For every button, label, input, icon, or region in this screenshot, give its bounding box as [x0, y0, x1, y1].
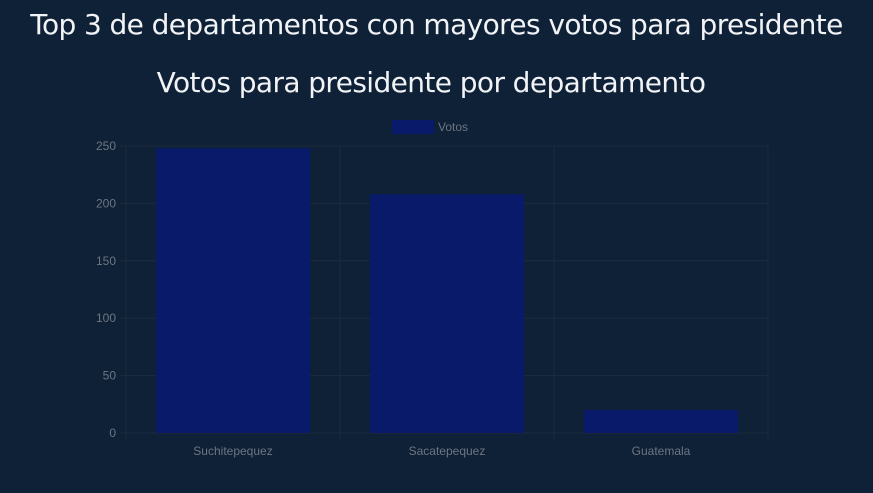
y-tick-label: 50 — [103, 369, 117, 383]
x-tick-label: Sacatepequez — [409, 444, 486, 458]
y-tick-label: 200 — [96, 196, 116, 210]
x-tick-label: Guatemala — [632, 444, 691, 458]
x-tick-label: Suchitepequez — [193, 444, 272, 458]
bar-guatemala[interactable] — [583, 410, 739, 433]
chart-bars — [155, 148, 739, 433]
y-axis: 0 50 100 150 200 250 — [96, 139, 116, 440]
page-heading: Top 3 de departamentos con mayores votos… — [30, 8, 843, 41]
y-tick-label: 100 — [96, 311, 116, 325]
chart-legend[interactable]: Votos — [392, 120, 468, 134]
x-axis: Suchitepequez Sacatepequez Guatemala — [193, 444, 690, 458]
chart-title: Votos para presidente por departamento — [156, 66, 706, 99]
bar-suchitepequez[interactable] — [155, 148, 311, 433]
y-tick-label: 250 — [96, 139, 116, 153]
legend-label-votos[interactable]: Votos — [438, 120, 468, 134]
legend-swatch[interactable] — [392, 120, 434, 134]
y-tick-label: 0 — [109, 426, 116, 440]
y-tick-label: 150 — [96, 254, 116, 268]
bar-sacatepequez[interactable] — [369, 194, 525, 433]
